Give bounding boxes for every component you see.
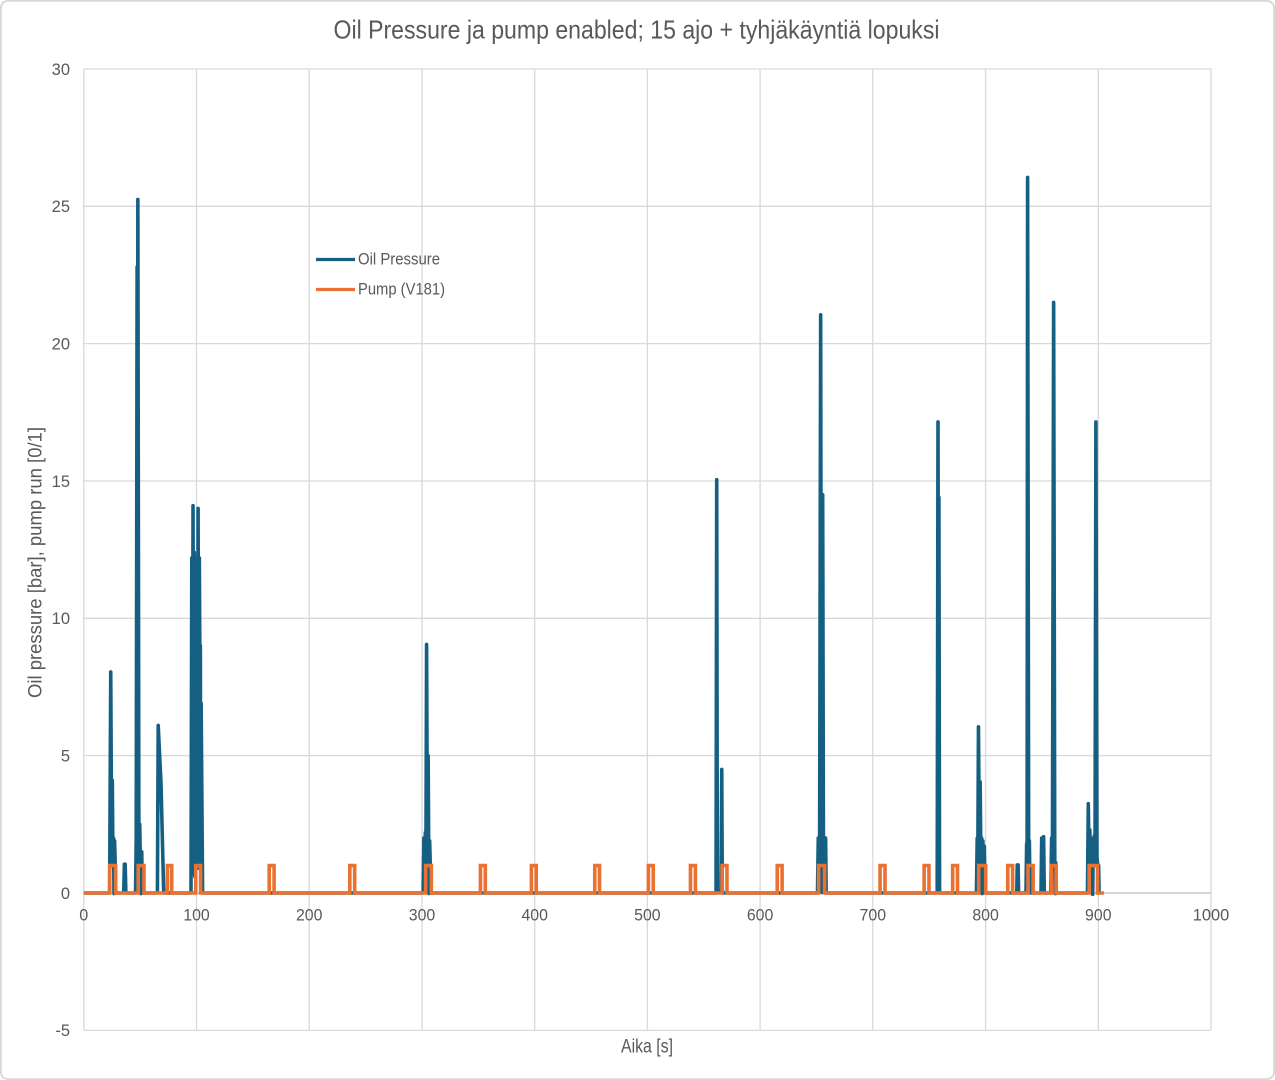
svg-text:1000: 1000	[1193, 907, 1230, 925]
svg-text:100: 100	[183, 907, 210, 925]
svg-text:900: 900	[1085, 907, 1112, 925]
svg-text:0: 0	[79, 907, 88, 925]
svg-text:0: 0	[61, 885, 70, 903]
svg-text:5: 5	[61, 748, 70, 766]
svg-text:Aika [s]: Aika [s]	[621, 1037, 673, 1058]
svg-text:400: 400	[521, 907, 548, 925]
svg-text:Pump (V181): Pump (V181)	[358, 281, 445, 299]
svg-text:15: 15	[52, 473, 70, 491]
svg-text:10: 10	[52, 610, 70, 628]
svg-text:20: 20	[52, 336, 70, 354]
svg-text:700: 700	[860, 907, 887, 925]
svg-text:800: 800	[972, 907, 999, 925]
svg-text:-5: -5	[55, 1022, 70, 1040]
svg-text:25: 25	[52, 198, 70, 216]
svg-text:Oil Pressure ja pump enabled;: Oil Pressure ja pump enabled; 15 ajo + t…	[334, 15, 940, 45]
svg-text:200: 200	[296, 907, 323, 925]
svg-text:Oil pressure [bar], pump run [: Oil pressure [bar], pump run [0/1]	[26, 427, 47, 698]
svg-text:Oil Pressure: Oil Pressure	[358, 251, 440, 269]
svg-text:600: 600	[747, 907, 774, 925]
svg-text:30: 30	[52, 61, 70, 79]
svg-text:500: 500	[634, 907, 661, 925]
svg-text:300: 300	[409, 907, 436, 925]
